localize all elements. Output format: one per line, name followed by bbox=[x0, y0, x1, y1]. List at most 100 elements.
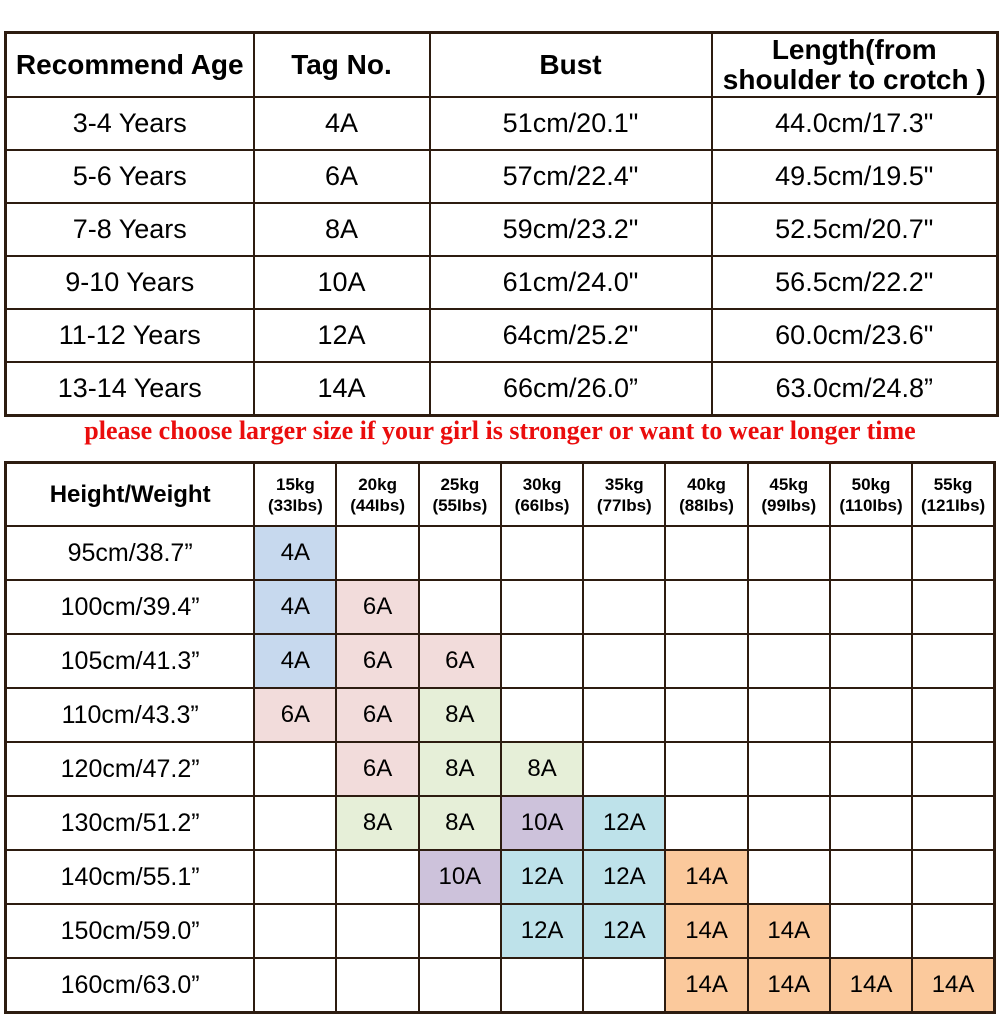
matrix-cell bbox=[499, 957, 585, 1014]
size-row-10a: 9-10 Years 10A 61cm/24.0" 56.5cm/22.2" bbox=[4, 255, 999, 310]
header-bust: Bust bbox=[428, 31, 713, 98]
matrix-cell: 12A bbox=[582, 849, 667, 905]
cell-length: 63.0cm/24.8” bbox=[710, 361, 999, 417]
matrix-cell bbox=[911, 633, 996, 689]
header-recommend-age: Recommend Age bbox=[4, 31, 255, 98]
matrix-cell bbox=[664, 795, 749, 851]
matrix-cell: 8A bbox=[417, 741, 502, 797]
height-weight-matrix: Height/Weight 15kg (33Ibs) 20kg (44Ibs) 25… bbox=[4, 461, 996, 1014]
matrix-row-105cm: 105cm/41.3” 4A 6A 6A bbox=[4, 633, 996, 689]
matrix-cell: 10A bbox=[499, 795, 585, 851]
matrix-cell bbox=[582, 957, 667, 1014]
matrix-cell bbox=[828, 741, 914, 797]
matrix-cell bbox=[253, 849, 338, 905]
cell-length: 56.5cm/22.2" bbox=[710, 255, 999, 310]
matrix-cell bbox=[746, 633, 831, 689]
size-row-4a: 3-4 Years 4A 51cm/20.1" 44.0cm/17.3" bbox=[4, 96, 999, 151]
matrix-cell bbox=[582, 633, 667, 689]
header-weight-45kg: 45kg (99Ibs) bbox=[746, 461, 831, 527]
matrix-cell: 10A bbox=[417, 849, 502, 905]
header-length-line2: shoulder to crotch ) bbox=[722, 64, 986, 95]
matrix-cell: 12A bbox=[499, 849, 585, 905]
size-measurement-table: Recommend Age Tag No. Bust Length(from s… bbox=[4, 31, 999, 417]
matrix-cell bbox=[746, 849, 831, 905]
matrix-cell bbox=[664, 633, 749, 689]
header-weight-40kg: 40kg (88Ibs) bbox=[664, 461, 749, 527]
matrix-cell bbox=[664, 579, 749, 635]
header-weight-35kg: 35kg (77Ibs) bbox=[582, 461, 667, 527]
matrix-cell: 6A bbox=[335, 687, 420, 743]
matrix-cell bbox=[335, 903, 420, 959]
matrix-row-140cm: 140cm/55.1” 10A 12A 12A 14A bbox=[4, 849, 996, 905]
matrix-cell bbox=[828, 525, 914, 581]
matrix-cell bbox=[499, 579, 585, 635]
cell-height: 150cm/59.0” bbox=[4, 903, 256, 959]
matrix-row-110cm: 110cm/43.3” 6A 6A 8A bbox=[4, 687, 996, 743]
matrix-cell bbox=[746, 795, 831, 851]
matrix-cell bbox=[582, 741, 667, 797]
cell-age: 3-4 Years bbox=[4, 96, 255, 151]
matrix-header-row: Height/Weight 15kg (33Ibs) 20kg (44Ibs) 25… bbox=[4, 461, 996, 527]
header-length: Length(from shoulder to crotch ) bbox=[710, 31, 999, 98]
cell-height: 160cm/63.0” bbox=[4, 957, 256, 1014]
matrix-row-150cm: 150cm/59.0” 12A 12A 14A 14A bbox=[4, 903, 996, 959]
matrix-cell bbox=[746, 687, 831, 743]
cell-height: 100cm/39.4” bbox=[4, 579, 256, 635]
matrix-cell bbox=[911, 903, 996, 959]
matrix-cell bbox=[828, 795, 914, 851]
cell-age: 9-10 Years bbox=[4, 255, 255, 310]
matrix-cell: 14A bbox=[664, 903, 749, 959]
cell-age: 11-12 Years bbox=[4, 308, 255, 363]
matrix-cell bbox=[911, 525, 996, 581]
matrix-cell: 6A bbox=[335, 579, 420, 635]
matrix-cell: 6A bbox=[253, 687, 338, 743]
matrix-cell bbox=[746, 741, 831, 797]
cell-height: 95cm/38.7” bbox=[4, 525, 256, 581]
matrix-cell bbox=[417, 579, 502, 635]
matrix-cell bbox=[335, 849, 420, 905]
matrix-cell: 8A bbox=[417, 795, 502, 851]
size-table-header-row: Recommend Age Tag No. Bust Length(from s… bbox=[4, 31, 999, 98]
header-tag-no: Tag No. bbox=[252, 31, 431, 98]
cell-height: 105cm/41.3” bbox=[4, 633, 256, 689]
matrix-cell: 14A bbox=[664, 957, 749, 1014]
matrix-cell bbox=[582, 525, 667, 581]
matrix-cell bbox=[911, 741, 996, 797]
matrix-cell bbox=[664, 687, 749, 743]
cell-tag: 14A bbox=[252, 361, 431, 417]
header-weight-50kg: 50kg (110Ibs) bbox=[828, 461, 914, 527]
matrix-cell bbox=[499, 687, 585, 743]
header-weight-15kg: 15kg (33Ibs) bbox=[253, 461, 338, 527]
cell-age: 13-14 Years bbox=[4, 361, 255, 417]
header-length-line1: Length(from bbox=[771, 34, 937, 65]
header-weight-30kg: 30kg (66Ibs) bbox=[499, 461, 585, 527]
header-height-weight: Height/Weight bbox=[4, 461, 256, 527]
cell-tag: 10A bbox=[252, 255, 431, 310]
matrix-cell: 6A bbox=[335, 633, 420, 689]
matrix-cell: 4A bbox=[253, 525, 338, 581]
cell-tag: 12A bbox=[252, 308, 431, 363]
header-weight-25kg: 25kg (55Ibs) bbox=[417, 461, 502, 527]
cell-bust: 64cm/25.2" bbox=[428, 308, 713, 363]
cell-age: 5-6 Years bbox=[4, 149, 255, 204]
cell-bust: 61cm/24.0" bbox=[428, 255, 713, 310]
size-row-6a: 5-6 Years 6A 57cm/22.4" 49.5cm/19.5" bbox=[4, 149, 999, 204]
matrix-row-95cm: 95cm/38.7” 4A bbox=[4, 525, 996, 581]
matrix-cell bbox=[746, 579, 831, 635]
matrix-cell bbox=[828, 687, 914, 743]
matrix-cell bbox=[828, 579, 914, 635]
cell-bust: 66cm/26.0” bbox=[428, 361, 713, 417]
matrix-cell bbox=[417, 903, 502, 959]
cell-length: 60.0cm/23.6" bbox=[710, 308, 999, 363]
cell-bust: 57cm/22.4" bbox=[428, 149, 713, 204]
cell-tag: 8A bbox=[252, 202, 431, 257]
matrix-cell bbox=[828, 849, 914, 905]
matrix-cell bbox=[253, 957, 338, 1014]
cell-tag: 6A bbox=[252, 149, 431, 204]
cell-length: 49.5cm/19.5" bbox=[710, 149, 999, 204]
matrix-cell bbox=[911, 579, 996, 635]
matrix-cell bbox=[253, 795, 338, 851]
cell-tag: 4A bbox=[252, 96, 431, 151]
matrix-cell bbox=[911, 795, 996, 851]
